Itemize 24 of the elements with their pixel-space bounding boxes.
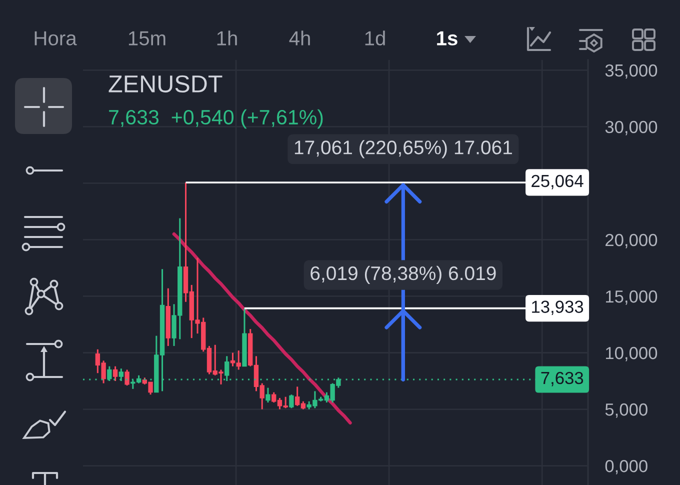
text: 1s — [437, 31, 458, 46]
y-tick-label: 30,000 — [605, 120, 658, 136]
ref-line-label: 7,633 — [541, 372, 584, 386]
text: Hora — [34, 31, 77, 46]
y-tick-label: 15,000 — [606, 290, 658, 305]
candlestick — [124, 368, 130, 386]
ref-line-label: 25,064 — [532, 174, 584, 190]
text: 7,633 +0,540 (+7,61%) — [109, 109, 323, 129]
ref-line-label: 13,933 — [532, 300, 584, 316]
text: 4h — [289, 30, 310, 46]
y-tick-label: 5,000 — [605, 403, 648, 418]
y-tick-label: 0,000 — [605, 460, 648, 474]
annotation: 17,061 (220,65%) 17.061 — [294, 140, 512, 158]
annotation: 6,019 (78,38%) 6.019 — [310, 266, 496, 284]
candlestick — [289, 394, 294, 409]
y-tick-label: 10,000 — [606, 346, 658, 362]
text: 1d — [365, 30, 385, 46]
text: 1h — [217, 30, 237, 46]
candlestick — [266, 387, 270, 404]
y-tick-label: 35,000 — [605, 64, 658, 79]
y-tick-label: 20,000 — [606, 234, 658, 248]
text: 15m — [128, 31, 166, 46]
candlestick — [112, 366, 118, 382]
chart-title: ZENUSDT — [108, 75, 222, 93]
